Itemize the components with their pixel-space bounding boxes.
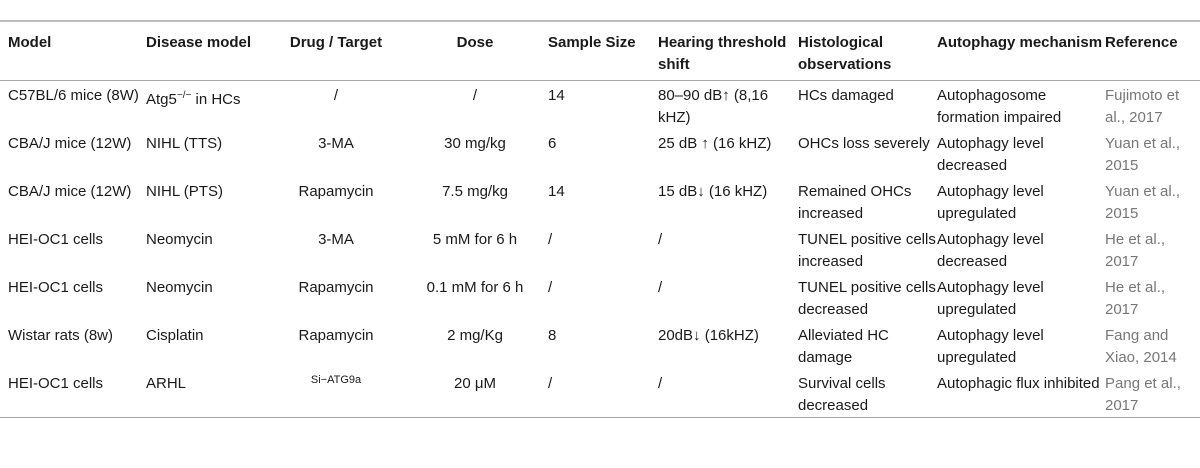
cell-autophagy-mechanism: Autophagy level upregulated — [937, 279, 1044, 318]
cell-histological-observations: Alleviated HC damage — [798, 327, 889, 366]
cell-model: C57BL/6 mice (8W) — [8, 87, 139, 104]
cell-dose: 2 mg/Kg — [447, 327, 503, 344]
autophagy-studies-table: Model Disease model Drug / Target Dose S… — [0, 22, 1200, 418]
header-model: Model — [0, 22, 146, 81]
cell-reference: He et al., 2017 — [1105, 231, 1166, 270]
cell-disease-model: Neomycin — [146, 279, 213, 296]
cell-autophagy-mechanism: Autophagy level decreased — [937, 135, 1044, 174]
table-row: HEI-OC1 cells Neomycin 3-MA 5 mM for 6 h… — [0, 225, 1200, 273]
cell-histological-observations: Remained OHCs increased — [798, 183, 912, 222]
disease-genotype-superscript: −/− — [176, 90, 192, 101]
cell-reference: He et al., 2017 — [1105, 279, 1166, 318]
cell-disease-model: Neomycin — [146, 231, 213, 248]
cell-autophagy-mechanism: Autophagosome formation impaired — [937, 87, 1062, 126]
cell-dose: 20 μM — [402, 369, 548, 418]
cell-reference: Yuan et al., 2015 — [1105, 135, 1181, 174]
table-row: CBA/J mice (12W) NIHL (PTS) Rapamycin 7.… — [0, 177, 1200, 225]
header-row: Model Disease model Drug / Target Dose S… — [0, 22, 1200, 81]
cell-disease-model: ARHL — [146, 369, 270, 418]
cell-dose: 7.5 mg/kg — [442, 183, 508, 200]
cell-reference: Fang and Xiao, 2014 — [1105, 327, 1177, 366]
cell-autophagy-mechanism: Autophagic flux inhibited — [937, 369, 1105, 418]
cell-histological-observations: Survival cells decreased — [798, 369, 937, 418]
cell-drug-target: Rapamycin — [298, 279, 374, 296]
cell-sample-size: 8 — [548, 327, 557, 344]
cell-sample-size: / — [548, 369, 658, 418]
cell-drug-target: Rapamycin — [298, 327, 374, 344]
cell-disease-model: NIHL (TTS) — [146, 135, 223, 152]
cell-histological-observations: TUNEL positive cells decreased — [798, 279, 936, 318]
table-row: HEI-OC1 cells Neomycin Rapamycin 0.1 mM … — [0, 273, 1200, 321]
cell-sample-size: 14 — [548, 87, 565, 104]
cell-reference: Fujimoto et al., 2017 — [1105, 87, 1180, 126]
cell-model: HEI-OC1 cells — [8, 279, 104, 296]
table-top-rule — [0, 20, 1200, 22]
cell-disease-model: Cisplatin — [146, 327, 204, 344]
cell-autophagy-mechanism: Autophagy level upregulated — [937, 183, 1044, 222]
header-disease-model: Disease model — [146, 22, 270, 81]
header-hearing-threshold-shift: Hearing threshold shift — [658, 22, 798, 81]
cell-drug-target: / — [333, 87, 339, 104]
cell-drug-target: 3-MA — [318, 135, 354, 152]
cell-hearing-threshold-shift: 15 dB↓ (16 kHZ) — [658, 183, 768, 200]
cell-histological-observations: TUNEL positive cells increased — [798, 231, 936, 270]
disease-location: in HCs — [191, 91, 241, 108]
cell-hearing-threshold-shift: 80–90 dB↑ (8,16 kHZ) — [658, 87, 769, 126]
cell-autophagy-mechanism: Autophagy level upregulated — [937, 327, 1044, 366]
cell-hearing-threshold-shift: 20dB↓ (16kHZ) — [658, 327, 759, 344]
table-row: Wistar rats (8w) Cisplatin Rapamycin 2 m… — [0, 321, 1200, 369]
disease-gene: Atg5 — [146, 91, 177, 108]
cell-drug-target: Si−ATG9a — [270, 369, 402, 418]
table-row: CBA/J mice (12W) NIHL (TTS) 3-MA 30 mg/k… — [0, 129, 1200, 177]
cell-dose: 0.1 mM for 6 h — [426, 279, 524, 296]
header-dose: Dose — [402, 22, 548, 81]
cell-hearing-threshold-shift: / — [658, 279, 663, 296]
cell-disease-model: Atg5−/− in HCs — [146, 81, 270, 130]
table-row: HEI-OC1 cells ARHL Si−ATG9a 20 μM / / Su… — [0, 369, 1200, 418]
cell-drug-target: 3-MA — [318, 231, 354, 248]
cell-hearing-threshold-shift: 25 dB ↑ (16 kHZ) — [658, 135, 772, 152]
cell-dose: / — [472, 87, 478, 104]
cell-model: HEI-OC1 cells — [0, 369, 146, 418]
cell-sample-size: / — [548, 279, 553, 296]
cell-sample-size: / — [548, 231, 553, 248]
cell-model: CBA/J mice (12W) — [8, 135, 132, 152]
cell-sample-size: 6 — [548, 135, 557, 152]
header-histological-observations: Histological observations — [798, 22, 937, 81]
cell-drug-target: Rapamycin — [298, 183, 374, 200]
cell-dose: 30 mg/kg — [444, 135, 506, 152]
cell-model: CBA/J mice (12W) — [8, 183, 132, 200]
table-row: C57BL/6 mice (8W) Atg5−/− in HCs / / 14 … — [0, 81, 1200, 130]
cell-model: HEI-OC1 cells — [8, 231, 104, 248]
header-autophagy-mechanism: Autophagy mechanism — [937, 22, 1105, 81]
header-drug-target: Drug / Target — [270, 22, 402, 81]
cell-dose: 5 mM for 6 h — [432, 231, 518, 248]
cell-autophagy-mechanism: Autophagy level decreased — [937, 231, 1044, 270]
cell-sample-size: 14 — [548, 183, 565, 200]
header-sample-size: Sample Size — [548, 22, 658, 81]
cell-hearing-threshold-shift: / — [658, 369, 798, 418]
cell-hearing-threshold-shift: / — [658, 231, 663, 248]
cell-histological-observations: HCs damaged — [798, 87, 894, 104]
header-reference: Reference — [1105, 22, 1200, 81]
cell-disease-model: NIHL (PTS) — [146, 183, 223, 200]
cell-histological-observations: OHCs loss severely — [798, 135, 930, 152]
cell-model: Wistar rats (8w) — [8, 327, 113, 344]
cell-reference: Pang et al., 2017 — [1105, 369, 1200, 418]
cell-reference: Yuan et al., 2015 — [1105, 183, 1181, 222]
